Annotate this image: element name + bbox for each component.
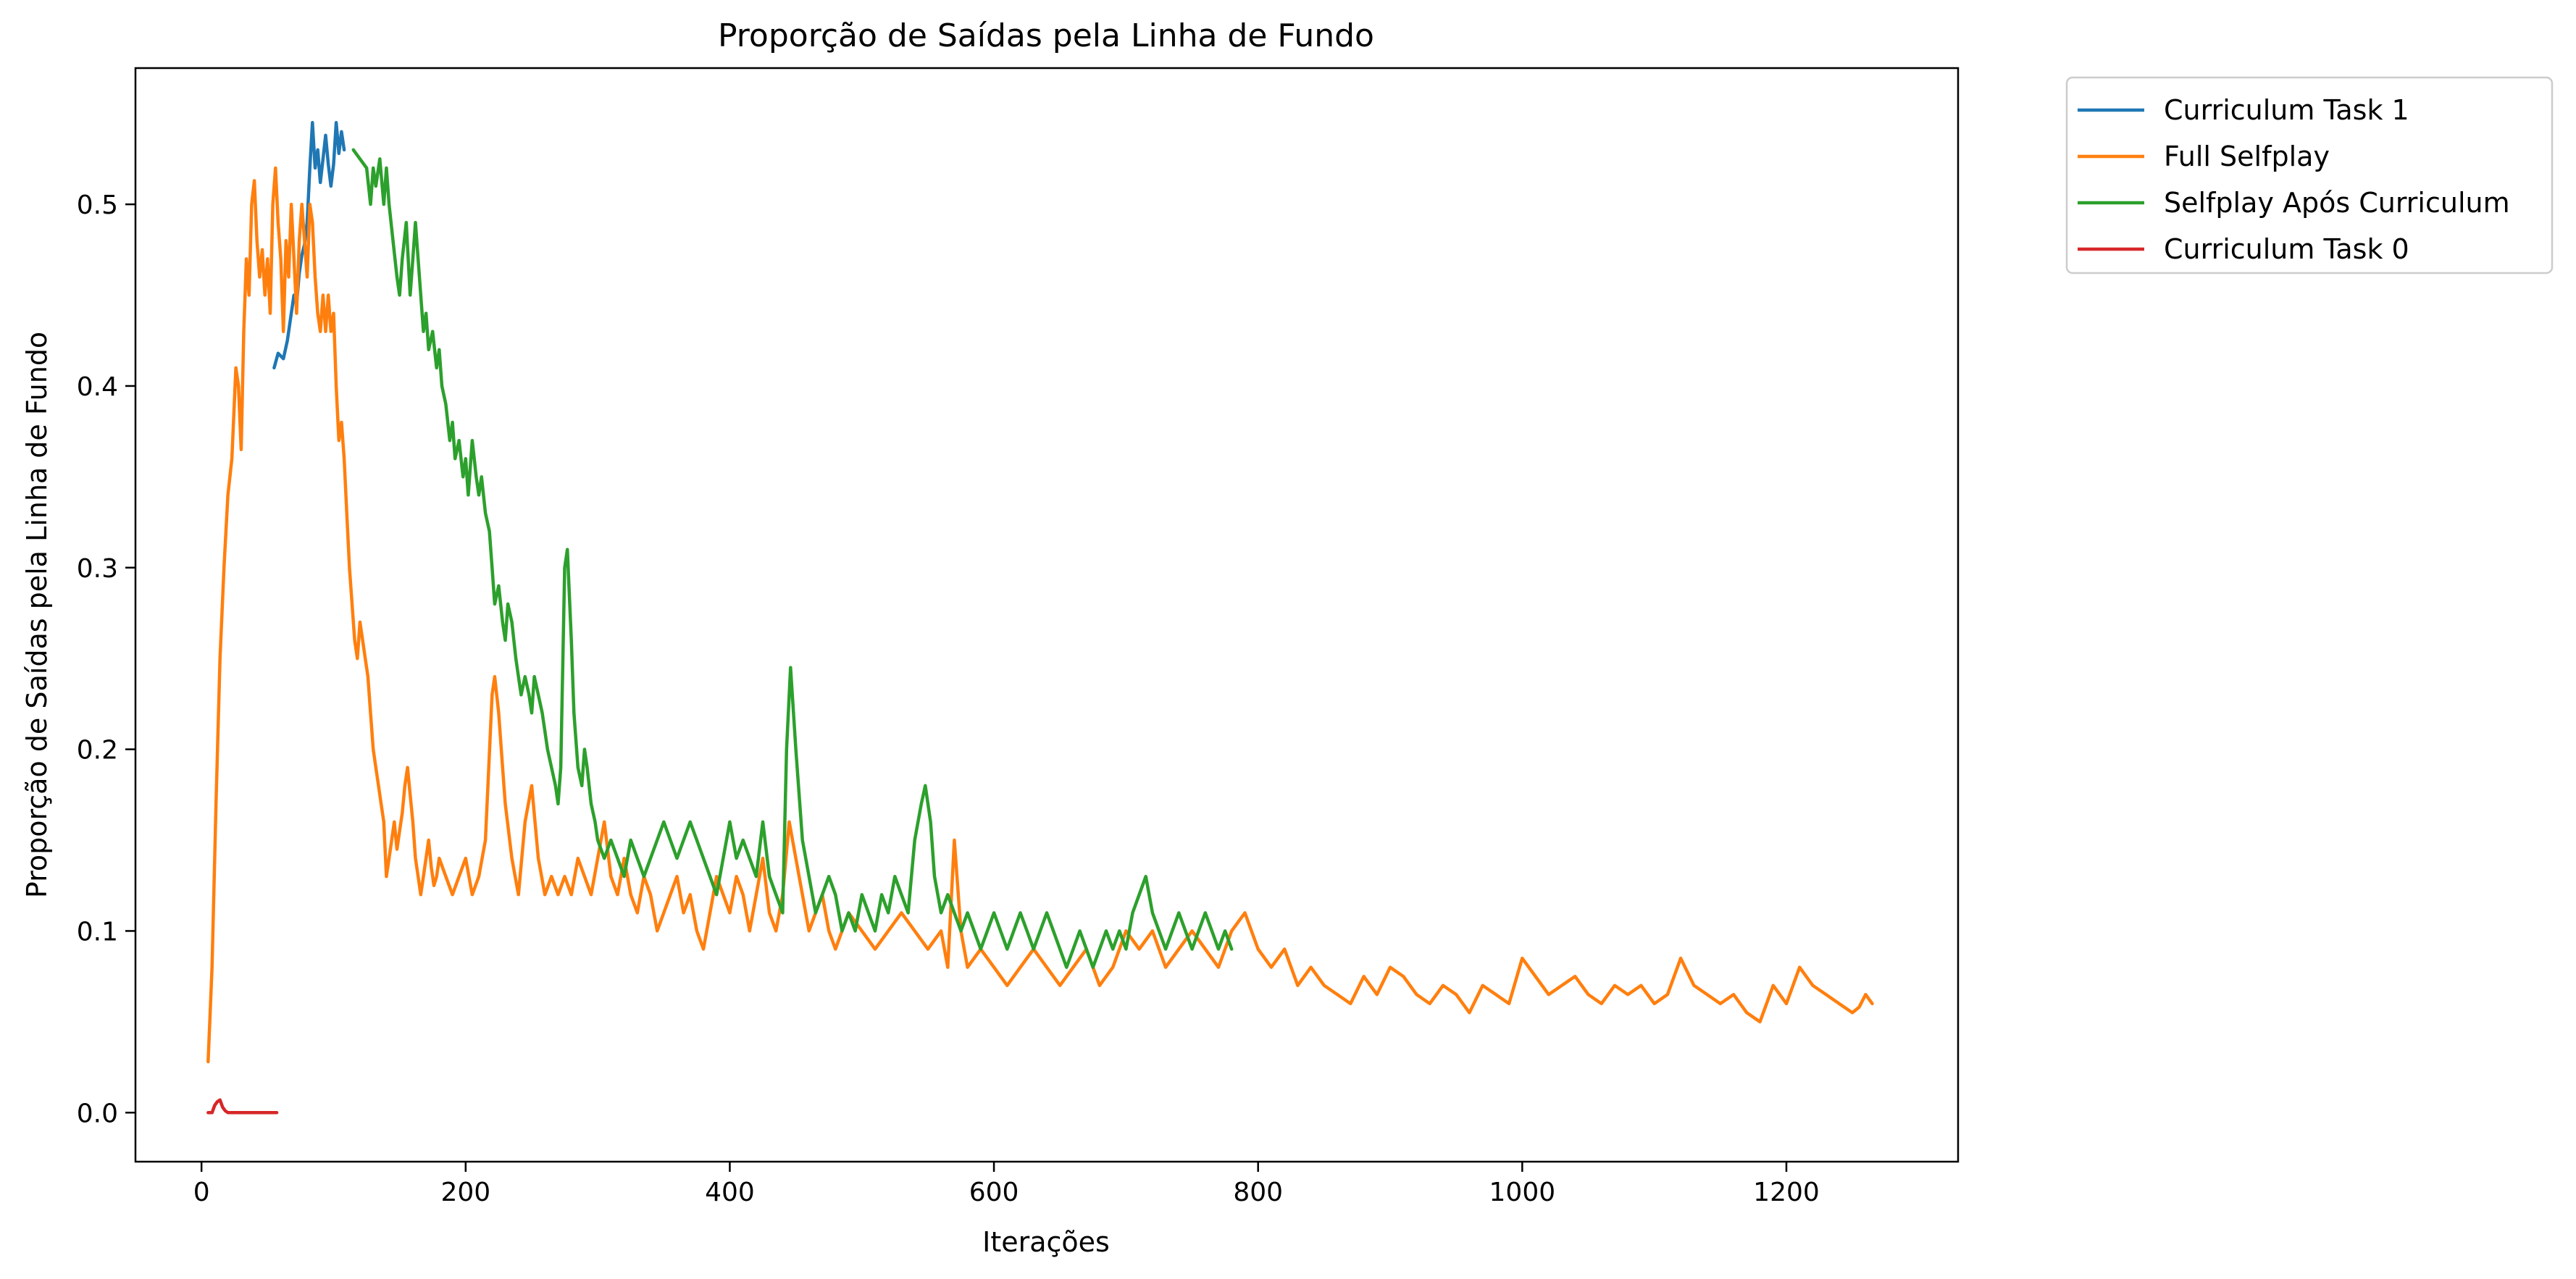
chart-title: Proporção de Saídas pela Linha de Fundo [718, 17, 1374, 54]
x-tick-label: 1000 [1489, 1178, 1556, 1207]
series-line-4 [206, 1098, 279, 1115]
y-tick-label: 0.0 [77, 1099, 118, 1128]
series-layer [206, 120, 1874, 1115]
y-tick-label: 0.5 [77, 190, 118, 220]
x-axis: 0 200 400 600 800 1000 1200 [193, 1162, 1820, 1207]
y-tick-label: 0.2 [77, 736, 118, 766]
series-line-1 [272, 120, 346, 370]
x-tick-label: 200 [440, 1178, 490, 1207]
legend-label: Selfplay Após Curriculum [2164, 187, 2510, 219]
x-tick-label: 1200 [1753, 1178, 1820, 1207]
y-axis-label: Proporção de Saídas pela Linha de Fundo [21, 332, 53, 898]
y-axis: 0.0 0.1 0.2 0.3 0.4 0.5 [77, 190, 135, 1128]
legend-box [2065, 76, 2554, 274]
series-line-2 [206, 166, 1874, 1064]
x-tick-label: 800 [1233, 1178, 1283, 1207]
legend-label: Curriculum Task 1 [2164, 94, 2409, 126]
y-tick-label: 0.3 [77, 554, 118, 584]
x-tick-label: 600 [969, 1178, 1019, 1207]
x-tick-label: 0 [193, 1178, 210, 1207]
legend-label: Curriculum Task 0 [2164, 233, 2409, 265]
series-line-3 [351, 148, 1234, 969]
x-tick-label: 400 [705, 1178, 755, 1207]
y-tick-label: 0.1 [77, 917, 118, 947]
legend: Curriculum Task 1 Full Selfplay Selfplay A… [2065, 76, 2554, 274]
y-tick-label: 0.4 [77, 372, 118, 402]
legend-label: Full Selfplay [2164, 141, 2330, 172]
plot-frame [134, 67, 1960, 1163]
x-axis-label: Iterações [982, 1226, 1110, 1258]
